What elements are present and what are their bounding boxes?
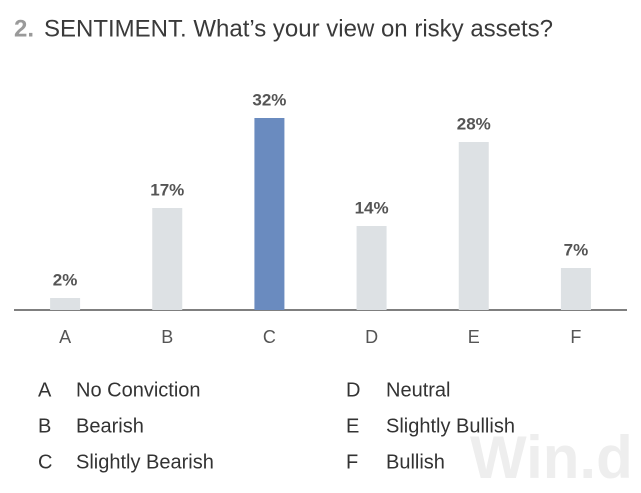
legend-key: C bbox=[38, 451, 52, 473]
legend-label: Bullish bbox=[386, 451, 445, 473]
value-label: 17% bbox=[150, 180, 184, 199]
watermark: Win.d bbox=[470, 424, 633, 491]
x-tick-label: F bbox=[570, 327, 581, 347]
bar bbox=[152, 208, 183, 310]
bar bbox=[254, 118, 285, 310]
legend-label: Slightly Bullish bbox=[386, 415, 515, 437]
bar bbox=[50, 298, 81, 310]
legend-label: No Conviction bbox=[76, 379, 201, 401]
question-number: 2. bbox=[14, 15, 34, 42]
x-tick-label: D bbox=[365, 327, 378, 347]
legend-key: E bbox=[346, 415, 359, 437]
value-label: 32% bbox=[252, 90, 286, 109]
x-tick-label: E bbox=[468, 327, 480, 347]
legend-key: D bbox=[346, 379, 360, 401]
legend-key: F bbox=[346, 451, 358, 473]
legend-label: Slightly Bearish bbox=[76, 451, 214, 473]
x-tick-label: A bbox=[59, 327, 71, 347]
x-tick-label: C bbox=[263, 327, 276, 347]
bar bbox=[560, 268, 591, 310]
value-label: 2% bbox=[53, 270, 78, 289]
legend-key: A bbox=[38, 379, 52, 401]
x-tick-label: B bbox=[161, 327, 173, 347]
chart-title: SENTIMENT. What’s your view on risky ass… bbox=[44, 15, 553, 42]
value-label: 28% bbox=[457, 114, 491, 133]
legend-label: Neutral bbox=[386, 379, 450, 401]
value-label: 14% bbox=[355, 198, 389, 217]
legend-label: Bearish bbox=[76, 415, 144, 437]
bar bbox=[356, 226, 387, 310]
bar bbox=[458, 142, 489, 310]
legend-key: B bbox=[38, 415, 51, 437]
value-label: 7% bbox=[564, 240, 589, 259]
